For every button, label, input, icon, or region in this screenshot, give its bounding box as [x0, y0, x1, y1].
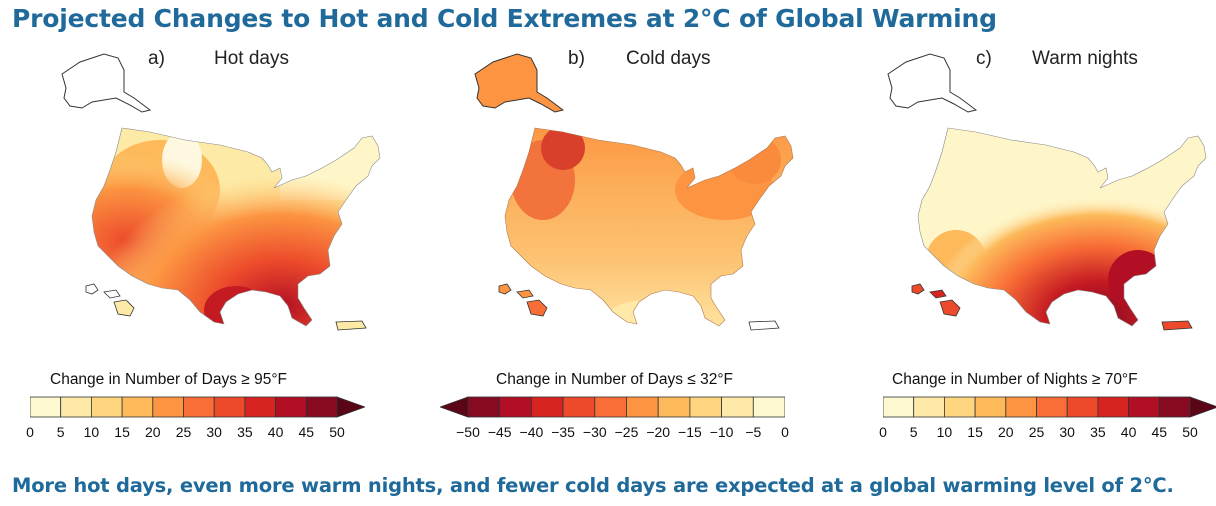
colorbar-swatch — [531, 396, 564, 418]
colorbar-tick-label: 45 — [1151, 424, 1168, 440]
colorbar-tick-label: −35 — [551, 424, 575, 440]
colorbar-tick-label: 10 — [936, 424, 953, 440]
colorbar-swatch — [594, 396, 627, 418]
panel-warm-nights: c) Warm nights Change in Number of Night… — [826, 40, 1216, 440]
colorbar-swatch — [562, 396, 596, 418]
colorbar-swatch — [913, 396, 945, 418]
colorbar-tick-label: 20 — [998, 424, 1014, 440]
colorbar — [30, 396, 365, 418]
colorbar-ticks: 0 5 10 15 20 25 30 35 40 45 50 — [26, 424, 365, 444]
panel-title: Cold days — [626, 48, 711, 69]
panel-letter: a) — [148, 48, 165, 69]
colorbar-swatch — [883, 396, 915, 418]
colorbar-swatch — [626, 396, 659, 418]
colorbar-swatch — [60, 396, 92, 418]
colorbar-tick-label: −30 — [582, 424, 607, 440]
colorbar — [440, 396, 785, 418]
panel-cold-days: b) Cold days Change in Number of Days ≤ … — [413, 40, 803, 440]
colorbar-tick-label: −45 — [487, 424, 512, 440]
colorbar-tick-label: 30 — [1059, 424, 1075, 440]
colorbar-tick-label: −20 — [646, 424, 671, 440]
colorbar-swatch — [1158, 396, 1191, 418]
panel-letter: b) — [568, 48, 585, 69]
colorbar-tick-label: 50 — [1182, 424, 1198, 440]
colorbar-tick-label: 45 — [298, 424, 315, 440]
colorbar-swatch — [152, 396, 184, 418]
colorbar-swatch — [689, 396, 722, 418]
colorbar-swatch — [121, 396, 154, 418]
colorbar-arrow — [1189, 396, 1216, 418]
colorbar-swatch — [30, 396, 62, 418]
colorbar-tick-label: −40 — [519, 424, 544, 440]
colorbar-tick-label: 40 — [1120, 424, 1137, 440]
colorbar-swatch — [944, 396, 976, 418]
colorbar-swatch — [657, 396, 691, 418]
colorbar-tick-label: 35 — [1090, 424, 1106, 440]
colorbar-arrow — [440, 396, 469, 418]
colorbar-tick-label: 25 — [175, 424, 192, 440]
colorbar-tick-label: −15 — [678, 424, 702, 440]
colorbar-ticks: −50 −45 −40 −35 −30 −25 −20 −15 −10 −5 0 — [440, 424, 789, 444]
colorbar-tick-label: 0 — [26, 424, 34, 440]
panel-title: Warm nights — [1032, 48, 1138, 69]
colorbar-tick-label: −10 — [709, 424, 734, 440]
cold-days-map — [474, 53, 794, 331]
colorbar-tick-label: −25 — [614, 424, 639, 440]
colorbar-tick-label: 15 — [114, 424, 130, 440]
colorbar-swatch — [275, 396, 307, 418]
colorbar-swatch — [721, 396, 754, 418]
colorbar-tick-label: 25 — [1028, 424, 1045, 440]
panel-hot-days: a) Hot days Change in Number of Days ≥ 9… — [0, 40, 390, 440]
colorbar-swatch — [91, 396, 123, 418]
colorbar-swatch — [467, 396, 501, 418]
colorbar-tick-label: 35 — [237, 424, 253, 440]
colorbar-swatch — [1036, 396, 1068, 418]
colorbar-tick-label: 50 — [329, 424, 345, 440]
colorbar-swatch — [213, 396, 246, 418]
warm-nights-map — [887, 53, 1207, 331]
hot-days-map — [61, 53, 381, 331]
colorbar-tick-label: 0 — [781, 424, 789, 440]
page-title: Projected Changes to Hot and Cold Extrem… — [12, 4, 997, 33]
colorbar-tick-label: 5 — [909, 424, 918, 440]
legend-label: Change in Number of Nights ≥ 70°F — [892, 371, 1138, 388]
colorbar-swatch — [183, 396, 215, 418]
colorbar-tick-label: 10 — [83, 424, 100, 440]
colorbar — [883, 396, 1216, 418]
colorbar-tick-label: −50 — [456, 424, 480, 440]
colorbar-swatch — [499, 396, 532, 418]
footer-caption: More hot days, even more warm nights, an… — [12, 474, 1174, 497]
legend-label: Change in Number of Days ≤ 32°F — [496, 371, 733, 388]
panel-title: Hot days — [214, 48, 289, 69]
colorbar-swatch — [1005, 396, 1037, 418]
colorbar-tick-label: 30 — [206, 424, 222, 440]
colorbar-tick-label: 5 — [56, 424, 65, 440]
colorbar-tick-label: 15 — [967, 424, 983, 440]
colorbar-tick-label: 20 — [145, 424, 161, 440]
colorbar-swatch — [974, 396, 1007, 418]
panel-letter: c) — [976, 48, 992, 69]
colorbar-swatch — [1128, 396, 1160, 418]
colorbar-swatch — [1066, 396, 1099, 418]
colorbar-arrow — [336, 396, 365, 418]
colorbar-tick-label: 0 — [879, 424, 887, 440]
colorbar-swatch — [1097, 396, 1129, 418]
colorbar-tick-label: −5 — [745, 424, 762, 440]
colorbar-swatch — [244, 396, 276, 418]
colorbar-swatch — [305, 396, 338, 418]
colorbar-ticks: 0 5 10 15 20 25 30 35 40 45 50 — [879, 424, 1216, 444]
colorbar-tick-label: 40 — [267, 424, 284, 440]
legend-label: Change in Number of Days ≥ 95°F — [50, 371, 287, 388]
colorbar-swatch — [752, 396, 785, 418]
